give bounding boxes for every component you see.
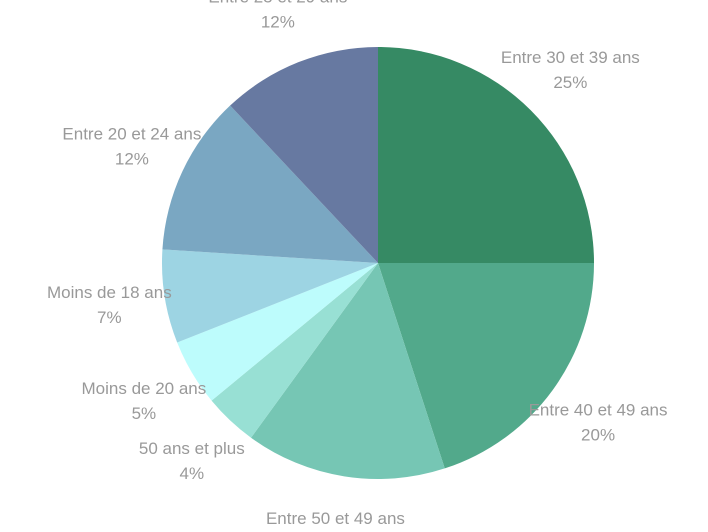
- slice-label: Entre 50 et 49 ans: [266, 509, 405, 528]
- pie-slice: [230, 47, 378, 263]
- slice-value-label: 4%: [180, 464, 205, 483]
- slice-label: Entre 25 et 29 ans: [208, 0, 347, 7]
- slice-label: Moins de 20 ans: [82, 379, 207, 398]
- pie-slice: [378, 47, 594, 263]
- pie-slice: [211, 263, 378, 438]
- slice-value-label: 5%: [132, 404, 157, 423]
- slice-value-label: 25%: [553, 73, 587, 92]
- slice-value-label: 7%: [97, 308, 122, 327]
- slice-value-label: 12%: [261, 13, 295, 32]
- pie-slice: [162, 105, 378, 263]
- slice-label: Entre 40 et 49 ans: [529, 400, 668, 419]
- slice-value-label: 20%: [581, 425, 615, 444]
- pie-slice: [162, 249, 378, 343]
- slice-value-label: 12%: [115, 150, 149, 169]
- pie-slice: [177, 263, 378, 401]
- slice-label: 50 ans et plus: [139, 439, 245, 458]
- pie-slice: [378, 263, 594, 469]
- slice-label: Entre 30 et 39 ans: [501, 48, 640, 67]
- slice-label: Entre 20 et 24 ans: [62, 125, 201, 144]
- pie-slice: [251, 263, 445, 480]
- slice-label: Moins de 18 ans: [47, 283, 172, 302]
